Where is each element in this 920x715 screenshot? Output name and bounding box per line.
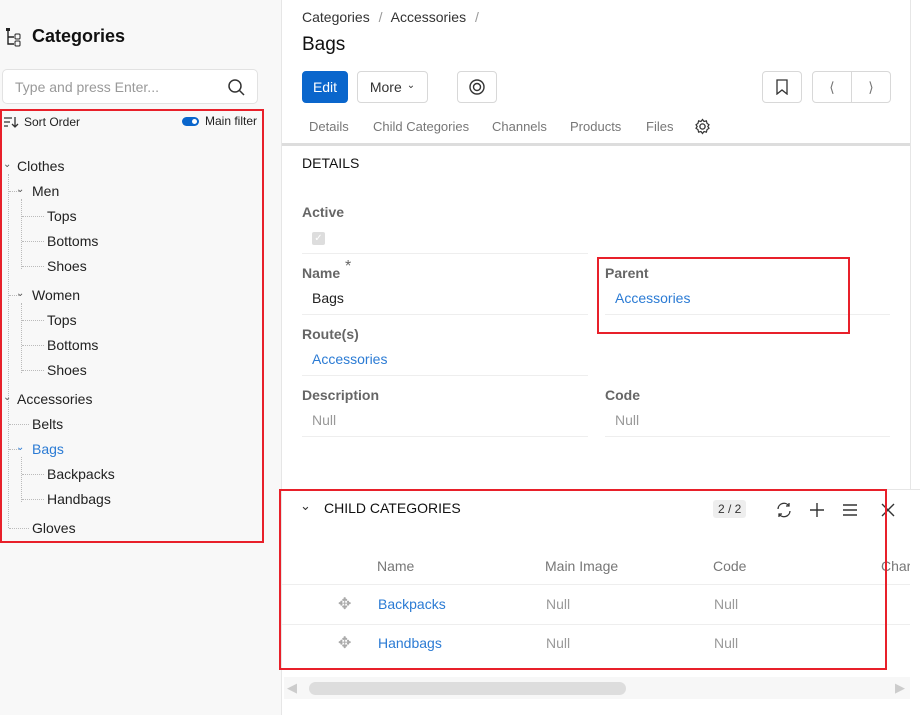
parent-link[interactable]: Accessories [615, 290, 691, 306]
page-title: Bags [302, 34, 346, 55]
tab-child-categories[interactable]: Child Categories [373, 119, 470, 134]
sidebar: Categories Type and press Enter... Sort … [0, 0, 282, 715]
scroll-right-icon[interactable]: ▶ [895, 680, 905, 695]
row-code: Null [714, 596, 739, 612]
count-badge: 2 / 2 [713, 500, 747, 518]
tree-item-bags[interactable]: Bags [32, 441, 64, 457]
refresh-icon[interactable] [776, 502, 792, 518]
collapse-chevron-icon[interactable]: ⌄ [300, 498, 311, 513]
chevron-down-icon[interactable]: ⌄ [16, 184, 25, 195]
tab-details[interactable]: Details [309, 119, 349, 134]
description-value: Null [312, 412, 337, 428]
tree-item-backpacks[interactable]: Backpacks [47, 466, 115, 482]
route-link[interactable]: Accessories [312, 351, 388, 367]
panel-border [910, 0, 911, 490]
tab-products[interactable]: Products [570, 119, 622, 134]
name-label: Name [302, 265, 341, 281]
name-value: Bags [312, 290, 344, 306]
drag-handle-icon[interactable]: ✥ [338, 635, 352, 652]
breadcrumb-categories[interactable]: Categories [302, 9, 370, 25]
row-main-image: Null [546, 635, 571, 651]
active-label: Active [302, 204, 345, 220]
tree-item-men[interactable]: Men [32, 183, 60, 199]
chevron-left-icon: ⟨ [829, 78, 835, 95]
tree-item-accessories[interactable]: Accessories [17, 391, 93, 407]
row-main-image: Null [546, 596, 571, 612]
scrollbar-thumb[interactable] [309, 682, 626, 695]
tree-icon [6, 28, 21, 47]
breadcrumb-separator: / [474, 9, 479, 25]
more-label: More [369, 79, 402, 95]
tab-divider [282, 143, 910, 146]
next-button[interactable]: ⟩ [851, 71, 891, 103]
tree-item-shoes[interactable]: Shoes [47, 362, 87, 378]
sort-order-button[interactable]: Sort Order [24, 115, 81, 129]
sidebar-title: Categories [32, 26, 126, 46]
sort-icon[interactable] [4, 116, 19, 129]
highlight-box [279, 489, 887, 670]
chevron-down-icon: ⌄ [406, 79, 416, 91]
chevron-down-icon[interactable]: ⌄ [3, 159, 12, 170]
previous-button[interactable]: ⟨ [812, 71, 852, 103]
menu-icon[interactable] [842, 503, 858, 517]
tab-files[interactable]: Files [646, 119, 674, 134]
search-input[interactable]: Type and press Enter... [2, 69, 258, 104]
tree-item-tops[interactable]: Tops [47, 312, 77, 328]
main-filter-toggle[interactable] [182, 117, 199, 126]
tree-item-bottoms[interactable]: Bottoms [47, 337, 99, 353]
tab-channels[interactable]: Channels [492, 119, 547, 134]
tree-item-tops[interactable]: Tops [47, 208, 77, 224]
chevron-down-icon[interactable]: ⌄ [16, 442, 25, 453]
main-filter-label: Main filter [205, 114, 258, 128]
follow-button[interactable] [457, 71, 497, 103]
chevron-down-icon[interactable]: ⌄ [3, 392, 12, 403]
code-value: Null [615, 412, 640, 428]
row-code: Null [714, 635, 739, 651]
gear-icon[interactable] [694, 118, 711, 135]
tree-item-shoes[interactable]: Shoes [47, 258, 87, 274]
tree-item-handbags[interactable]: Handbags [47, 491, 111, 507]
drag-handle-icon[interactable]: ✥ [338, 596, 352, 613]
column-header-channels[interactable]: Char [881, 558, 910, 574]
row-name-link[interactable]: Backpacks [378, 596, 446, 612]
column-header-main-image[interactable]: Main Image [545, 558, 619, 574]
tree-item-gloves[interactable]: Gloves [32, 520, 76, 536]
required-asterisk: * [345, 258, 352, 275]
bookmark-button[interactable] [762, 71, 802, 103]
plus-icon[interactable] [809, 502, 825, 518]
more-button[interactable]: More ⌄ [357, 71, 428, 103]
child-categories-title: CHILD CATEGORIES [324, 500, 461, 516]
bookmark-icon [776, 79, 788, 95]
search-placeholder: Type and press Enter... [15, 79, 159, 95]
routes-label: Route(s) [302, 326, 359, 342]
breadcrumb-separator: / [378, 9, 383, 25]
target-icon [469, 79, 485, 95]
highlight-box [0, 109, 264, 543]
chevron-right-icon: ⟩ [868, 78, 874, 95]
chevron-down-icon[interactable]: ⌄ [16, 288, 25, 299]
tree-item-belts[interactable]: Belts [32, 416, 64, 432]
horizontal-scrollbar[interactable]: ◀ ▶ [284, 677, 910, 699]
breadcrumb-accessories[interactable]: Accessories [390, 9, 467, 25]
row-name-link[interactable]: Handbags [378, 635, 442, 651]
active-checkbox: ✓ [312, 232, 325, 245]
edit-button[interactable]: Edit [302, 71, 348, 103]
breadcrumb: Categories / Accessories / [302, 9, 484, 25]
close-icon[interactable] [881, 503, 895, 517]
column-header-code[interactable]: Code [713, 558, 747, 574]
section-title-details: DETAILS [302, 155, 360, 171]
column-header-name[interactable]: Name [377, 558, 415, 574]
description-label: Description [302, 387, 380, 403]
scroll-left-icon[interactable]: ◀ [287, 680, 297, 695]
code-label: Code [605, 387, 640, 403]
tree-item-clothes[interactable]: Clothes [17, 158, 65, 174]
parent-label: Parent [605, 265, 649, 281]
tree-item-women[interactable]: Women [32, 287, 80, 303]
search-icon[interactable] [228, 79, 245, 96]
tree-item-bottoms[interactable]: Bottoms [47, 233, 99, 249]
